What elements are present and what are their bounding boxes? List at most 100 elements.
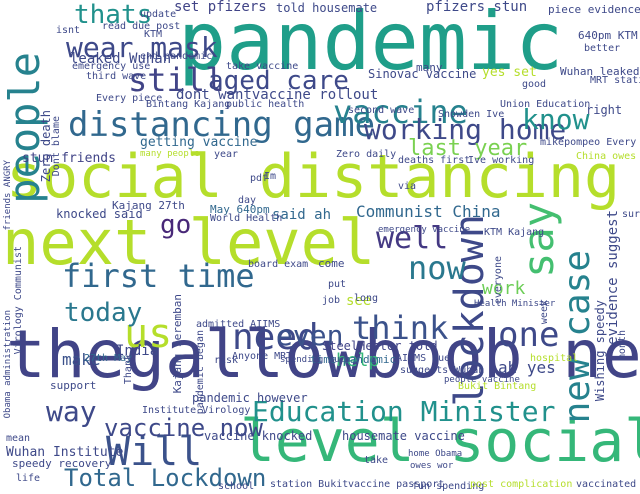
word-risk: risk bbox=[214, 355, 239, 366]
word-getting-vaccine: getting vaccine bbox=[140, 135, 258, 150]
word-hospital: hospital bbox=[530, 353, 579, 364]
word-institute-virology: Institute Virology bbox=[142, 405, 251, 416]
word-take: take bbox=[364, 455, 389, 466]
word-suggests-wuhan: suggests Wuhan bbox=[400, 365, 485, 376]
word-zero-daily: Zero daily bbox=[336, 149, 397, 160]
word-world-health: World Health bbox=[210, 213, 283, 224]
word-third-wave: third wave bbox=[86, 71, 147, 82]
word-second-wave: second wave bbox=[348, 105, 415, 116]
word-fun-spending: fun spending bbox=[412, 481, 485, 492]
word-aiims-due: AIIMS due bbox=[396, 353, 451, 364]
word-stun-friends: stun friends bbox=[22, 151, 116, 166]
word-many: many bbox=[416, 61, 443, 74]
word-make: make bbox=[62, 350, 101, 369]
word-year: year bbox=[214, 149, 239, 160]
word-next-level: next level bbox=[2, 206, 376, 279]
word-help: help bbox=[336, 350, 380, 371]
word-india: India bbox=[116, 343, 159, 359]
word-yes-set: yes set bbox=[482, 65, 537, 80]
word-dont-wantvaccine-rollout: dont wantvaccine rollout bbox=[176, 87, 379, 103]
word-isnt: isnt bbox=[56, 25, 81, 36]
word-communist-china: Communist China bbox=[356, 202, 501, 221]
word-way: way bbox=[46, 395, 97, 428]
word-steelhester-told: SteelHester told bbox=[322, 339, 438, 353]
word-pandemic-however: pandemic however bbox=[192, 391, 308, 405]
word-virology-communist: Virology Communist bbox=[13, 246, 24, 355]
word-support: support bbox=[50, 379, 97, 392]
word-mikepompeo-every: mikepompeo Every bbox=[540, 137, 637, 148]
word-piece-evidence: piece evidence bbox=[548, 3, 640, 16]
word-aged-care: aged care bbox=[208, 66, 349, 96]
word-social-distancing: social distancing bbox=[6, 142, 621, 212]
word-right: right bbox=[586, 103, 623, 117]
word-come: come bbox=[318, 257, 345, 270]
word-every-piece: Every piece bbox=[96, 93, 163, 104]
word-leaked-wuhan: leaked Wuhan bbox=[70, 51, 172, 67]
word-new-case: new case bbox=[557, 250, 598, 424]
word-end-pandemic: end pandemic bbox=[140, 51, 213, 62]
word-vaccine-knocked: vaccine knocked bbox=[204, 429, 313, 443]
word-update: update bbox=[140, 9, 177, 20]
word-many-people: many people bbox=[140, 149, 200, 159]
word-27th-may: 27th May bbox=[84, 353, 133, 364]
word-school: school bbox=[218, 481, 255, 492]
word-ktm: KTM bbox=[144, 29, 163, 40]
word-post-complication: post complication bbox=[470, 479, 573, 490]
word-one: one bbox=[498, 315, 560, 355]
word-working-home: working home bbox=[364, 113, 567, 146]
word-public-health: public health bbox=[226, 99, 305, 110]
word-wuhan-institute: Wuhan Institute bbox=[6, 445, 124, 460]
word-bukit-bintang: Bukit Bintang bbox=[458, 381, 537, 392]
word-ah-yes: ah yes bbox=[498, 358, 556, 377]
word-thats: thats bbox=[74, 0, 153, 30]
word-still: still bbox=[128, 61, 225, 99]
word-told-housemate: told housemate bbox=[276, 1, 378, 15]
word-deaths-first: deaths first bbox=[398, 155, 471, 166]
word-better: better bbox=[584, 43, 621, 54]
word-may-640pm: May 640pm bbox=[210, 203, 270, 216]
word-housemate-vaccine: housemate vaccine bbox=[342, 429, 465, 443]
word-emergency-vaccine: emergency vaccine bbox=[378, 225, 471, 235]
word-china-owes: China owes bbox=[576, 151, 637, 162]
word-speedy-recovery: speedy recovery bbox=[12, 457, 112, 470]
word-education-minister: Education Minister bbox=[252, 395, 556, 428]
word-say: say bbox=[514, 202, 563, 278]
word-board-exam: board exam bbox=[248, 259, 309, 270]
word-mrt-station: MRT station bbox=[590, 75, 640, 86]
word-vaccine: vaccine bbox=[333, 93, 468, 131]
word-wuhan-leaked: Wuhan leaked bbox=[560, 65, 640, 78]
word-home-obama: home Obama bbox=[408, 449, 463, 459]
word-ktm-kajang: KTM Kajang bbox=[484, 227, 545, 238]
word-mean: mean bbox=[6, 433, 31, 444]
word-via: via bbox=[398, 181, 417, 192]
word-work: work bbox=[482, 278, 526, 299]
word-distancing-game: distancing game bbox=[68, 105, 376, 145]
word-friends-angry: friends ANGRY bbox=[3, 160, 13, 231]
word-read-due-post: read due post bbox=[102, 21, 181, 32]
word-ive-working: Ive working bbox=[468, 155, 535, 166]
word-total-lockdown: Total Lockdown bbox=[64, 464, 267, 492]
word-admitted-aiims: admitted AIIMS bbox=[196, 319, 281, 330]
word-kajang-27th: Kajang 27th bbox=[112, 199, 185, 212]
word-everyone: everyone bbox=[493, 256, 504, 305]
word-bintang-kajang: Bintang Kajang bbox=[146, 99, 231, 110]
word-set-pfizers: set pfizers bbox=[174, 0, 267, 15]
word-job: job bbox=[322, 295, 341, 306]
word-anyone-mrt: Anyone MRT bbox=[232, 351, 293, 362]
word-owes-wor: owes wor bbox=[410, 461, 454, 471]
word-dont-blame: Dont blame bbox=[51, 116, 62, 177]
word-pdf: pdf bbox=[250, 173, 269, 184]
word-union-education: Union Education bbox=[500, 99, 591, 110]
word-sure: sure bbox=[622, 209, 640, 220]
word-will: Will bbox=[106, 429, 203, 475]
word-good: good bbox=[522, 79, 547, 90]
word-im: Im bbox=[264, 171, 277, 182]
word-well: well bbox=[376, 221, 449, 256]
word-spending-much: spending much bbox=[280, 355, 351, 365]
word-day: day bbox=[238, 195, 257, 206]
word-level-social: level social bbox=[240, 407, 640, 475]
word-think: think bbox=[352, 309, 449, 347]
word-vaccine-passport: vaccine passport bbox=[348, 479, 445, 490]
word-know: know bbox=[522, 103, 590, 136]
